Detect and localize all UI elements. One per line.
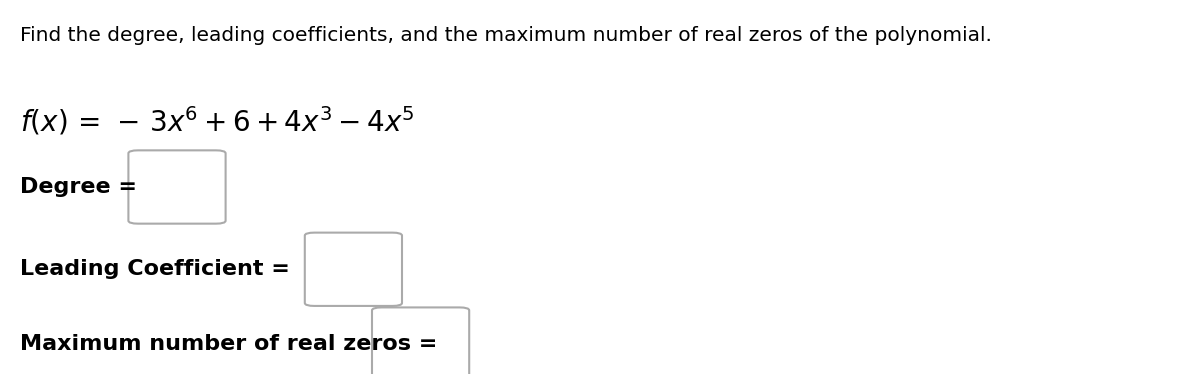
FancyBboxPatch shape bbox=[128, 150, 226, 224]
Text: Find the degree, leading coefficients, and the maximum number of real zeros of t: Find the degree, leading coefficients, a… bbox=[20, 26, 992, 45]
FancyBboxPatch shape bbox=[372, 307, 469, 374]
Text: $f(x)\,=\,-\,3x^6+6+4x^3-4x^5$: $f(x)\,=\,-\,3x^6+6+4x^3-4x^5$ bbox=[20, 105, 415, 138]
Text: Maximum number of real zeros =: Maximum number of real zeros = bbox=[20, 334, 438, 354]
FancyBboxPatch shape bbox=[305, 233, 402, 306]
Text: Leading Coefficient =: Leading Coefficient = bbox=[20, 259, 290, 279]
Text: Degree =: Degree = bbox=[20, 177, 138, 197]
